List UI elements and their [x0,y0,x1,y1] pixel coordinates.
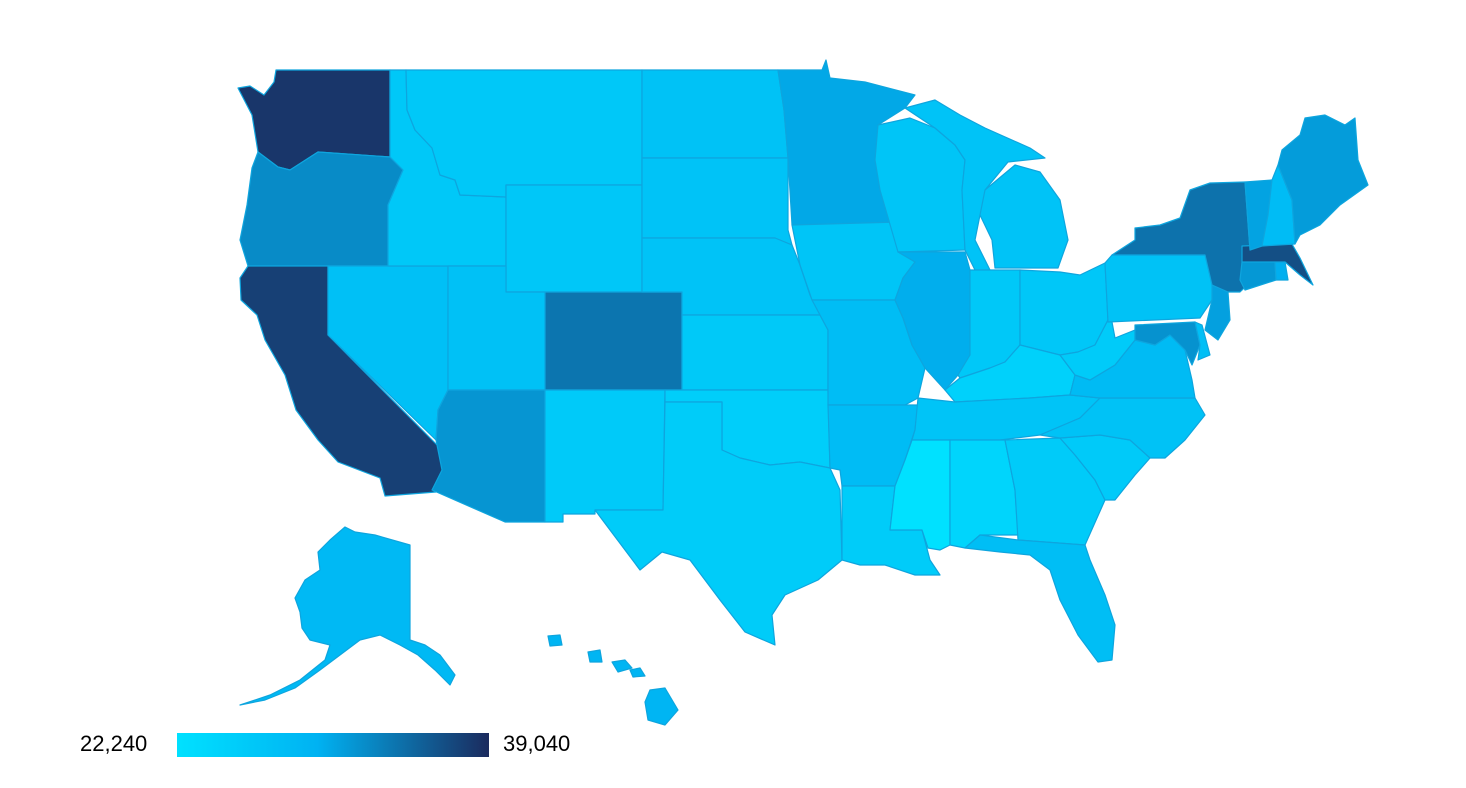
state-rhode-island[interactable] [1274,261,1289,281]
state-florida[interactable] [964,534,1116,663]
state-wyoming[interactable] [505,184,643,293]
state-north-dakota[interactable] [641,69,789,159]
state-arizona[interactable] [431,389,546,523]
state-hawaii[interactable] [547,634,679,726]
state-west-virginia[interactable] [1059,319,1136,381]
color-legend: 22,240 39,040 [0,730,640,758]
legend-min-label: 22,240 [80,731,148,756]
state-connecticut[interactable] [1239,261,1277,291]
state-kansas[interactable] [681,314,829,391]
state-michigan[interactable] [904,99,1069,271]
state-alaska[interactable] [239,526,456,706]
state-new-mexico[interactable] [544,389,666,523]
state-delaware[interactable] [1194,321,1211,361]
state-north-carolina[interactable] [1039,397,1206,459]
state-california[interactable] [239,265,445,497]
state-oregon[interactable] [239,151,404,267]
state-texas[interactable] [594,401,843,646]
state-colorado[interactable] [544,291,683,391]
legend-gradient-bar [177,733,489,757]
state-maine[interactable] [1277,114,1369,245]
state-massachusetts[interactable] [1241,243,1314,286]
state-pennsylvania[interactable] [1104,254,1216,323]
state-south-dakota[interactable] [641,157,793,246]
state-ohio[interactable] [1019,262,1109,356]
legend-max-label: 39,040 [503,731,571,756]
